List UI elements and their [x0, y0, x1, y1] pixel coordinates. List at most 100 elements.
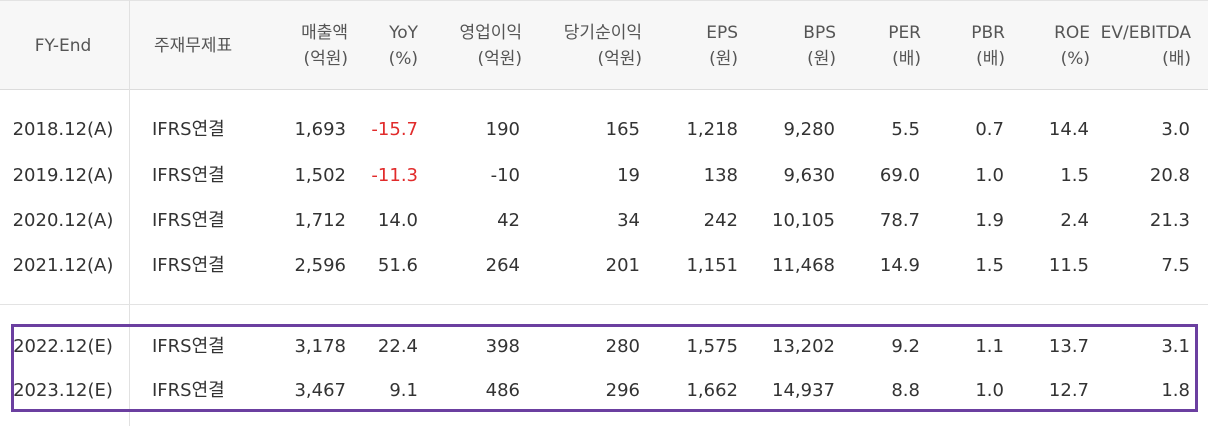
- header-unit: (원): [807, 49, 836, 69]
- ev-ebitda-cell: 1.8: [1161, 380, 1190, 401]
- ev-ebitda-cell: 21.3: [1149, 210, 1190, 231]
- header-unit: (원): [709, 49, 738, 69]
- bps-cell: 14,937: [772, 380, 835, 401]
- statement-cell: IFRS연결: [152, 165, 225, 186]
- revenue-cell: 3,467: [294, 380, 346, 401]
- header-label: EPS: [706, 23, 738, 43]
- revenue-header: 매출액 (억원): [260, 20, 348, 72]
- header-label: ROE: [1054, 23, 1090, 43]
- estimate-highlight-box: [11, 324, 1198, 412]
- yoy-cell: -11.3: [371, 165, 418, 186]
- net-income-cell: 19: [617, 165, 640, 186]
- header-unit: (배): [892, 49, 921, 69]
- eps-cell: 138: [703, 165, 738, 186]
- header-unit: (배): [1162, 49, 1191, 69]
- statement-cell: IFRS연결: [152, 255, 225, 276]
- operating-income-cell: 398: [485, 336, 520, 357]
- fy-end-header: FY-End: [0, 33, 126, 59]
- revenue-cell: 2,596: [294, 255, 346, 276]
- roe-cell: 11.5: [1048, 255, 1089, 276]
- revenue-cell: 1,712: [294, 210, 346, 231]
- pbr-cell: 1.9: [975, 210, 1004, 231]
- yoy-cell: -15.7: [371, 119, 418, 140]
- bps-cell: 9,280: [783, 119, 835, 140]
- column-divider: [129, 0, 130, 426]
- header-label: 매출액: [301, 23, 348, 43]
- revenue-cell: 1,693: [294, 119, 346, 140]
- statement-cell: IFRS연결: [152, 119, 225, 140]
- eps-cell: 1,575: [686, 336, 738, 357]
- ev-ebitda-cell: 7.5: [1161, 255, 1190, 276]
- roe-cell: 14.4: [1048, 119, 1089, 140]
- header-label: YoY: [389, 23, 418, 43]
- per-cell: 14.9: [879, 255, 920, 276]
- per-cell: 69.0: [879, 165, 920, 186]
- header-label: 주재무제표: [154, 36, 233, 56]
- net-income-cell: 34: [617, 210, 640, 231]
- pbr-header: PBR (배): [940, 20, 1005, 72]
- fy-end-cell: 2019.12(A): [12, 165, 114, 186]
- yoy-cell: 14.0: [377, 210, 418, 231]
- ev-ebitda-cell: 3.1: [1161, 336, 1190, 357]
- header-label: EV/EBITDA: [1100, 23, 1191, 43]
- main-statement-header: 주재무제표: [154, 33, 274, 59]
- roe-header: ROE (%): [1020, 20, 1090, 72]
- eps-header: EPS (원): [660, 20, 738, 72]
- header-unit: (%): [388, 49, 418, 69]
- bps-cell: 11,468: [772, 255, 835, 276]
- header-unit: (억원): [303, 49, 348, 69]
- table-header: [0, 0, 1208, 90]
- fy-end-cell: 2023.12(E): [13, 380, 113, 401]
- operating-income-cell: 42: [497, 210, 520, 231]
- header-label: BPS: [803, 23, 836, 43]
- revenue-cell: 1,502: [294, 165, 346, 186]
- roe-cell: 13.7: [1048, 336, 1089, 357]
- header-label: 영업이익: [459, 23, 522, 43]
- bps-cell: 13,202: [772, 336, 835, 357]
- statement-cell: IFRS연결: [152, 210, 225, 231]
- operating-income-cell: -10: [490, 165, 520, 186]
- fy-end-cell: 2022.12(E): [13, 336, 113, 357]
- ev-ebitda-cell: 20.8: [1149, 165, 1190, 186]
- operating-income-cell: 190: [485, 119, 520, 140]
- roe-cell: 12.7: [1048, 380, 1089, 401]
- pbr-cell: 1.5: [975, 255, 1004, 276]
- fy-end-cell: 2021.12(A): [12, 255, 114, 276]
- per-header: PER (배): [850, 20, 921, 72]
- ev-ebitda-header: EV/EBITDA (배): [1090, 20, 1191, 72]
- pbr-cell: 1.0: [975, 165, 1004, 186]
- operating-income-cell: 486: [485, 380, 520, 401]
- revenue-cell: 3,178: [294, 336, 346, 357]
- header-unit: (배): [976, 49, 1005, 69]
- net-income-header: 당기순이익 (억원): [530, 20, 642, 72]
- operating-income-header: 영업이익 (억원): [430, 20, 522, 72]
- header-unit: (억원): [477, 49, 522, 69]
- net-income-cell: 201: [605, 255, 640, 276]
- ev-ebitda-cell: 3.0: [1161, 119, 1190, 140]
- yoy-cell: 22.4: [377, 336, 418, 357]
- pbr-cell: 1.1: [975, 336, 1004, 357]
- roe-cell: 2.4: [1060, 210, 1089, 231]
- pbr-cell: 1.0: [975, 380, 1004, 401]
- net-income-cell: 165: [605, 119, 640, 140]
- statement-cell: IFRS연결: [152, 380, 225, 401]
- per-cell: 5.5: [891, 119, 920, 140]
- yoy-cell: 51.6: [377, 255, 418, 276]
- header-label: PER: [888, 23, 921, 43]
- header-label: PBR: [971, 23, 1005, 43]
- bps-cell: 10,105: [772, 210, 835, 231]
- fy-end-cell: 2020.12(A): [12, 210, 114, 231]
- per-cell: 78.7: [879, 210, 920, 231]
- header-unit: (%): [1060, 49, 1090, 69]
- roe-cell: 1.5: [1060, 165, 1089, 186]
- bps-header: BPS (원): [760, 20, 836, 72]
- yoy-cell: 9.1: [389, 380, 418, 401]
- header-label: FY-End: [34, 36, 92, 56]
- eps-cell: 242: [703, 210, 738, 231]
- fy-end-cell: 2018.12(A): [12, 119, 114, 140]
- statement-cell: IFRS연결: [152, 336, 225, 357]
- eps-cell: 1,662: [686, 380, 738, 401]
- per-cell: 8.8: [891, 380, 920, 401]
- eps-cell: 1,151: [686, 255, 738, 276]
